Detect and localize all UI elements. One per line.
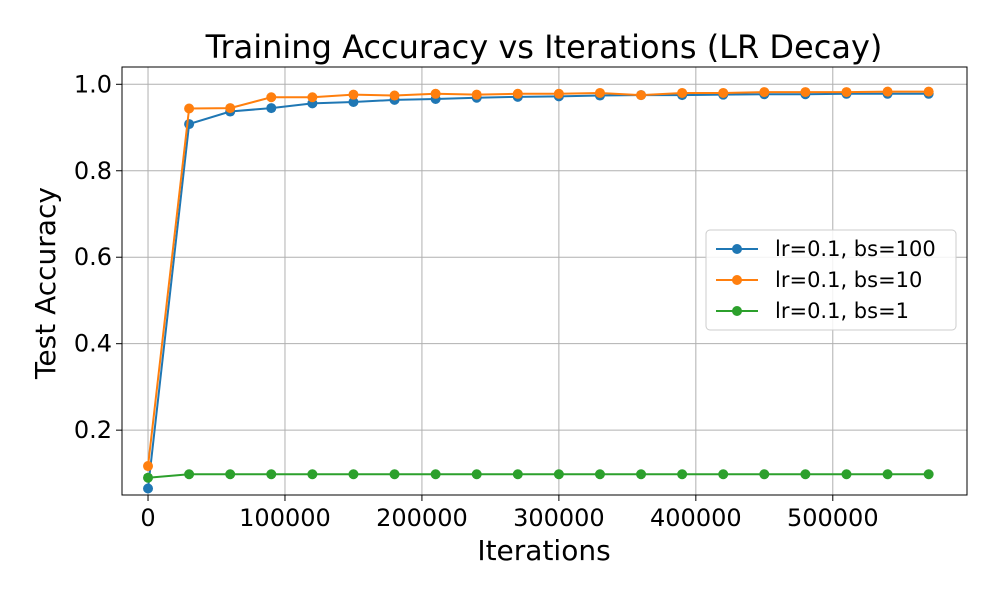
data-point <box>471 469 482 480</box>
data-point <box>800 469 811 480</box>
legend-item: lr=0.1, bs=100 <box>716 237 936 261</box>
data-point <box>184 469 195 480</box>
axes: 0 100000 200000 300000 400000 500000 0.2 0.4 0.6… <box>74 66 968 532</box>
series-3 <box>143 469 934 483</box>
data-point <box>759 87 770 98</box>
x-tick-label: 100000 <box>239 504 331 532</box>
data-point <box>553 88 564 99</box>
data-point <box>594 469 605 480</box>
data-point <box>923 86 934 97</box>
data-point <box>389 469 400 480</box>
legend-label: lr=0.1, bs=100 <box>775 237 936 261</box>
data-point <box>841 87 852 98</box>
x-tick-label: 0 <box>140 504 155 532</box>
data-point <box>718 87 729 98</box>
data-point <box>266 103 277 114</box>
x-tick-label: 300000 <box>513 504 605 532</box>
series-2 <box>143 86 934 472</box>
data-point <box>266 92 277 103</box>
data-point <box>882 86 893 97</box>
data-point <box>184 119 195 130</box>
series-line <box>147 90 929 467</box>
data-point <box>266 469 277 480</box>
legend-label: lr=0.1, bs=1 <box>775 299 909 323</box>
legend-item: lr=0.1, bs=10 <box>716 268 922 292</box>
legend-swatch-marker <box>732 306 742 316</box>
data-point <box>636 90 647 101</box>
legend-swatch-marker <box>732 275 742 285</box>
legend-label: lr=0.1, bs=10 <box>775 268 922 292</box>
y-axis-title: Test Accuracy <box>29 187 62 380</box>
data-point <box>307 92 318 103</box>
data-point <box>307 469 318 480</box>
y-tick-label: 0.2 <box>74 416 112 444</box>
y-tick-label: 0.6 <box>74 243 112 271</box>
data-point <box>184 103 195 114</box>
data-point <box>389 90 400 101</box>
data-point <box>594 87 605 98</box>
series-line <box>147 92 929 489</box>
data-point <box>348 97 359 108</box>
y-tick-label: 0.8 <box>74 157 112 185</box>
series-layer <box>143 86 934 494</box>
data-point <box>677 87 688 98</box>
chart-title: Training Accuracy vs Iterations (LR Deca… <box>205 28 883 66</box>
legend: lr=0.1, bs=100 lr=0.1, bs=10 lr=0.1, bs=1 <box>705 229 957 331</box>
x-tick-label: 400000 <box>650 504 742 532</box>
data-point <box>800 87 811 98</box>
data-point <box>143 461 154 472</box>
x-axis-title: Iterations <box>477 534 610 567</box>
x-tick-label: 500000 <box>787 504 879 532</box>
legend-box <box>705 229 957 331</box>
data-point <box>430 88 441 99</box>
data-point <box>841 469 852 480</box>
data-point <box>430 469 441 480</box>
data-point <box>923 469 934 480</box>
data-point <box>677 469 688 480</box>
data-point <box>718 469 729 480</box>
data-point <box>553 469 564 480</box>
data-point <box>882 469 893 480</box>
y-tick-label: 1.0 <box>74 70 112 98</box>
data-point <box>636 469 647 480</box>
x-tick-label: 200000 <box>376 504 468 532</box>
data-point <box>143 483 154 494</box>
data-point <box>348 469 359 480</box>
data-point <box>759 469 770 480</box>
y-tick-label: 0.4 <box>74 330 112 358</box>
series-line <box>147 473 929 479</box>
data-point <box>143 472 154 483</box>
data-point <box>471 89 482 100</box>
data-point <box>225 103 236 114</box>
plot-frame <box>121 66 968 496</box>
data-point <box>512 88 523 99</box>
legend-item: lr=0.1, bs=1 <box>716 299 909 323</box>
data-point <box>225 469 236 480</box>
data-point <box>512 469 523 480</box>
legend-swatch-marker <box>732 244 742 254</box>
data-point <box>348 89 359 100</box>
